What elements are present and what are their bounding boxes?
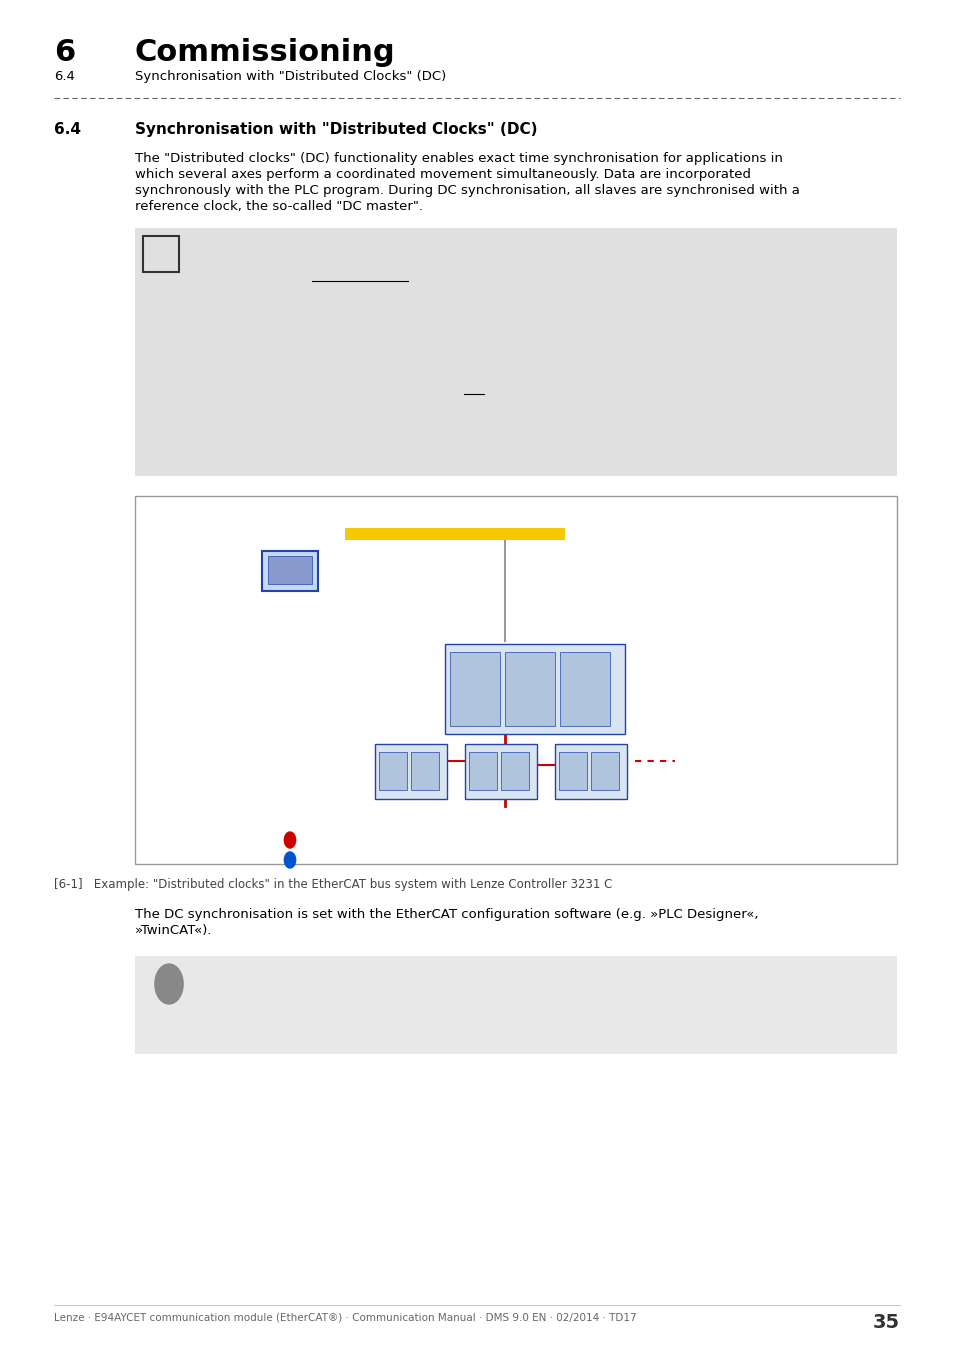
Text: Commissioning: Commissioning	[135, 38, 395, 68]
Text: EtherCAT: EtherCAT	[486, 815, 543, 829]
Text: On order to be able to use the DC functionality, the first slave connected to th: On order to be able to use the DC functi…	[201, 321, 699, 333]
Text: which several axes perform a coordinated movement simultaneously. Data are incor: which several axes perform a coordinated…	[135, 167, 750, 181]
Text: i: i	[156, 240, 166, 269]
Text: supplies the other EtherCAT nodes (incl. the controller) with the exact time.: supplies the other EtherCAT nodes (incl.…	[201, 398, 675, 410]
Text: Synchronisation with "Distributed Clocks" (DC): Synchronisation with "Distributed Clocks…	[135, 122, 537, 136]
Text: Engineering PC: Engineering PC	[245, 595, 335, 609]
Text: ⟳: ⟳	[158, 972, 179, 996]
Text: Ethernet: Ethernet	[486, 524, 543, 537]
Text: •: •	[188, 321, 194, 331]
Text: Synchronisation with "Distributed Clocks" (DC): Synchronisation with "Distributed Clocks…	[135, 70, 446, 82]
Text: 6.4: 6.4	[54, 70, 74, 82]
Text: The DC synchronisation is set with the EtherCAT configuration software (e.g. »PL: The DC synchronisation is set with the E…	[135, 909, 758, 921]
Text: that: that	[573, 383, 602, 396]
Text: the Lenze »PLC Designer«.: the Lenze »PLC Designer«.	[194, 1004, 362, 1017]
Text: 6.4: 6.4	[54, 122, 81, 136]
Text: DC synchronisation is: DC synchronisation is	[201, 270, 339, 284]
Text: synchronously with the PLC program. During DC synchronisation, all slaves are sy: synchronously with the PLC program. Duri…	[135, 184, 799, 197]
Text: for Motion applications.: for Motion applications.	[408, 270, 558, 284]
Text: OUT: OUT	[506, 761, 522, 771]
Text: IN: IN	[389, 761, 396, 771]
Text: •: •	[188, 288, 194, 297]
Text: DC master capability: DC master capability	[453, 336, 598, 350]
Text: mixed.: mixed.	[201, 366, 243, 379]
Text: ●: ●	[287, 857, 293, 863]
Text: be the: be the	[483, 383, 532, 396]
Text: must: must	[463, 383, 495, 396]
Text: ●: ●	[287, 837, 293, 842]
Text: Here you'll find some detailed information relating to the EtherCAT configuratio: Here you'll find some detailed informati…	[194, 988, 731, 1000]
Text: The "Distributed clocks" (DC) functionality enables exact time synchronisation f: The "Distributed clocks" (DC) functional…	[135, 153, 782, 165]
Text: 6: 6	[54, 38, 75, 68]
Text: .: .	[563, 336, 567, 350]
Text: "Controller-based Automation EtherCAT" communication manual: "Controller-based Automation EtherCAT" c…	[194, 968, 678, 981]
Text: Not all slaves support the DC functionality.: Not all slaves support the DC functional…	[201, 304, 468, 317]
Text: Lenze · E94AYCET communication module (EtherCAT®) · Communication Manual · DMS 9: Lenze · E94AYCET communication module (E…	[54, 1314, 636, 1323]
Text: absolutely required: absolutely required	[312, 270, 433, 284]
Text: DC synchronisation can also be used for Logic applications.: DC synchronisation can also be used for …	[201, 288, 573, 300]
Text: reference clock, the so-called "DC master".: reference clock, the so-called "DC maste…	[135, 200, 422, 213]
Text: OUT: OUT	[597, 761, 613, 771]
Text: »TwinCAT«).: »TwinCAT«).	[135, 923, 213, 937]
Text: DC-Master: DC-Master	[305, 834, 370, 846]
Text: When further slaves are connected, DC-capable and non-DC-capable devices can be: When further slaves are connected, DC-ca…	[201, 351, 731, 364]
Text: IN: IN	[568, 761, 577, 771]
Text: EtherCAT master (e.g. Lenze Controller) must have: EtherCAT master (e.g. Lenze Controller) …	[201, 336, 524, 350]
Text: •: •	[188, 383, 194, 393]
Text: 35: 35	[872, 1314, 899, 1332]
Text: The first EtherCAT slave after the Lenze Controller: The first EtherCAT slave after the Lenze…	[201, 383, 519, 396]
Text: IN: IN	[478, 761, 486, 771]
Text: DC master: DC master	[523, 383, 597, 396]
Text: [6-1]   Example: "Distributed clocks" in the EtherCAT bus system with Lenze Cont: [6-1] Example: "Distributed clocks" in t…	[54, 878, 612, 891]
Text: (Logic, Motion): (Logic, Motion)	[664, 667, 752, 680]
Text: DC-Slave: DC-Slave	[305, 855, 362, 867]
Text: Controller: Controller	[664, 651, 722, 664]
Text: •: •	[188, 270, 194, 279]
Text: Note!: Note!	[189, 240, 241, 258]
Text: •: •	[188, 304, 194, 315]
Text: OUT: OUT	[416, 761, 433, 771]
